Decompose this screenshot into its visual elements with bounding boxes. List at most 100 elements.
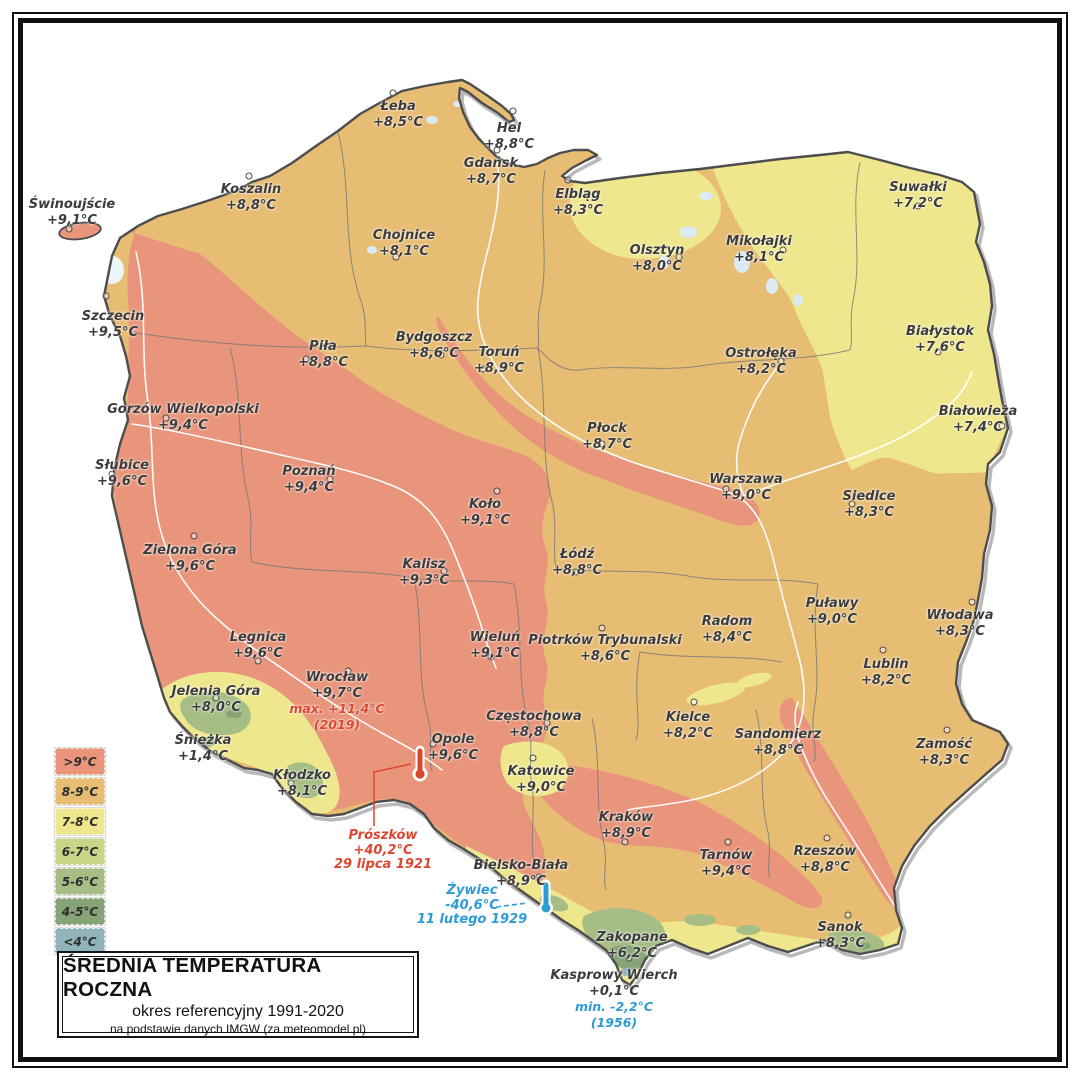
city-label: Śnieżka +1,4°C xyxy=(175,733,232,764)
city-temperature: +8,2°C xyxy=(663,725,713,741)
proszkow-thermometer-icon xyxy=(412,745,428,782)
city-label: Łódź +8,8°C xyxy=(552,547,602,578)
city-temperature: +8,0°C xyxy=(191,699,241,715)
city-label: Olsztyn +8,0°C xyxy=(630,243,685,274)
proszkow-annotation: Prószków +40,2°C 29 lipca 1921 xyxy=(333,828,433,873)
city-name: Suwałki xyxy=(889,180,947,195)
city-name: Zamość xyxy=(915,737,973,752)
city-marker xyxy=(844,911,852,919)
city-label: Świnoujście +9,1°C xyxy=(29,197,115,228)
legend-item: 4-5°C xyxy=(54,897,106,926)
city-temperature: +8,8°C xyxy=(226,197,276,213)
city-name: Wrocław xyxy=(305,670,369,685)
city-marker xyxy=(212,694,220,702)
city-name: Szczecin xyxy=(81,309,145,324)
record-note: (1956) xyxy=(590,1014,638,1030)
city-label: Chojnice +8,1°C xyxy=(373,228,435,259)
city-label: Zamość +8,3°C xyxy=(916,737,972,768)
city-name: Częstochowa xyxy=(486,709,582,724)
annotation-line: -40,6°C xyxy=(445,897,499,913)
city-marker xyxy=(998,422,1006,430)
city-label: Piotrków Trybunalski +8,6°C xyxy=(528,633,681,664)
zywiec-dash-line xyxy=(495,902,528,908)
city-temperature: +8,3°C xyxy=(919,752,969,768)
city-label: Sanok +8,3°C xyxy=(815,920,865,951)
city-marker xyxy=(429,740,437,748)
city-name: Kasprowy Wierch xyxy=(550,968,678,983)
city-label: Lublin +8,2°C xyxy=(861,657,911,688)
city-marker xyxy=(509,107,517,115)
city-marker xyxy=(564,176,572,184)
city-temperature: +8,3°C xyxy=(844,504,894,520)
city-name: Siedlce xyxy=(842,489,896,504)
city-temperature: +8,8°C xyxy=(484,136,534,152)
city-label: Katowice +9,0°C xyxy=(508,764,575,795)
city-name: Legnica xyxy=(229,630,287,645)
legend-item-label: 8-9°C xyxy=(61,784,99,799)
annotation-line: 29 lipca 1921 xyxy=(333,857,433,872)
annotation-line: Prószków xyxy=(348,828,418,843)
city-name: Bydgoszcz xyxy=(395,330,473,345)
city-marker xyxy=(690,698,698,706)
city-name: Zakopane xyxy=(596,930,668,945)
city-label: Włodawa +8,3°C xyxy=(926,608,993,639)
title-box: ŚREDNIA TEMPERATURA ROCZNA okres referen… xyxy=(57,951,419,1038)
legend-item-label: >9°C xyxy=(63,754,97,769)
city-name: Jelenia Góra xyxy=(171,684,261,699)
city-name: Kłodzko xyxy=(273,768,331,783)
city-marker xyxy=(943,726,951,734)
city-marker xyxy=(968,598,976,606)
city-label: Gdańsk +8,7°C xyxy=(464,156,518,187)
city-temperature: +9,0°C xyxy=(807,611,857,627)
city-temperature: +9,4°C xyxy=(284,479,334,495)
city-temperature: +9,6°C xyxy=(97,473,147,489)
city-name: Kalisz xyxy=(402,557,446,572)
city-name: Słubice xyxy=(95,458,149,473)
city-temperature: +8,8°C xyxy=(800,859,850,875)
city-marker xyxy=(823,834,831,842)
city-name: Gorzów Wielkopolski xyxy=(107,402,259,417)
city-name: Włodawa xyxy=(926,608,994,623)
proszkow-leader-line xyxy=(373,763,412,826)
city-temperature: +8,1°C xyxy=(277,783,327,799)
city-marker xyxy=(326,475,334,483)
city-marker xyxy=(479,365,487,373)
city-label: Częstochowa +8,8°C xyxy=(486,709,581,740)
city-name: Hel xyxy=(496,121,522,136)
city-marker xyxy=(493,487,501,495)
city-name: Lublin xyxy=(863,657,909,672)
city-marker xyxy=(625,954,633,962)
city-label: Zakopane +6,2°C xyxy=(596,930,667,961)
city-name: Ostrołęka xyxy=(725,346,797,361)
record-note: (2019) xyxy=(313,716,361,732)
city-label: Radom +8,4°C xyxy=(702,614,753,645)
city-label: Koło +9,1°C xyxy=(460,497,510,528)
city-name: Zielona Góra xyxy=(143,543,237,558)
city-temperature: +9,5°C xyxy=(88,324,138,340)
city-temperature: +9,0°C xyxy=(721,487,771,503)
city-name: Warszawa xyxy=(709,472,783,487)
city-label: Słubice +9,6°C xyxy=(95,458,149,489)
city-temperature: +8,8°C xyxy=(509,724,559,740)
city-label: Zielona Góra +9,6°C xyxy=(143,543,236,574)
city-marker xyxy=(389,89,397,97)
city-temperature: +8,7°C xyxy=(582,436,632,452)
city-marker xyxy=(724,838,732,846)
city-marker xyxy=(108,470,116,478)
city-label: Łeba +8,5°C xyxy=(373,99,423,130)
city-name: Sandomierz xyxy=(734,727,822,742)
city-name: Opole xyxy=(431,732,475,747)
city-label: Koszalin +8,8°C xyxy=(221,182,282,213)
city-marker xyxy=(848,500,856,508)
city-name: Wieluń xyxy=(469,630,521,645)
city-marker xyxy=(598,440,606,448)
city-name: Gdańsk xyxy=(463,156,519,171)
legend-item: 6-7°C xyxy=(54,837,106,866)
city-label: Toruń +8,9°C xyxy=(474,345,524,376)
city-marker xyxy=(722,485,730,493)
city-temperature: +7,2°C xyxy=(893,195,943,211)
city-name: Świnoujście xyxy=(28,197,116,212)
city-name: Koszalin xyxy=(220,182,282,197)
